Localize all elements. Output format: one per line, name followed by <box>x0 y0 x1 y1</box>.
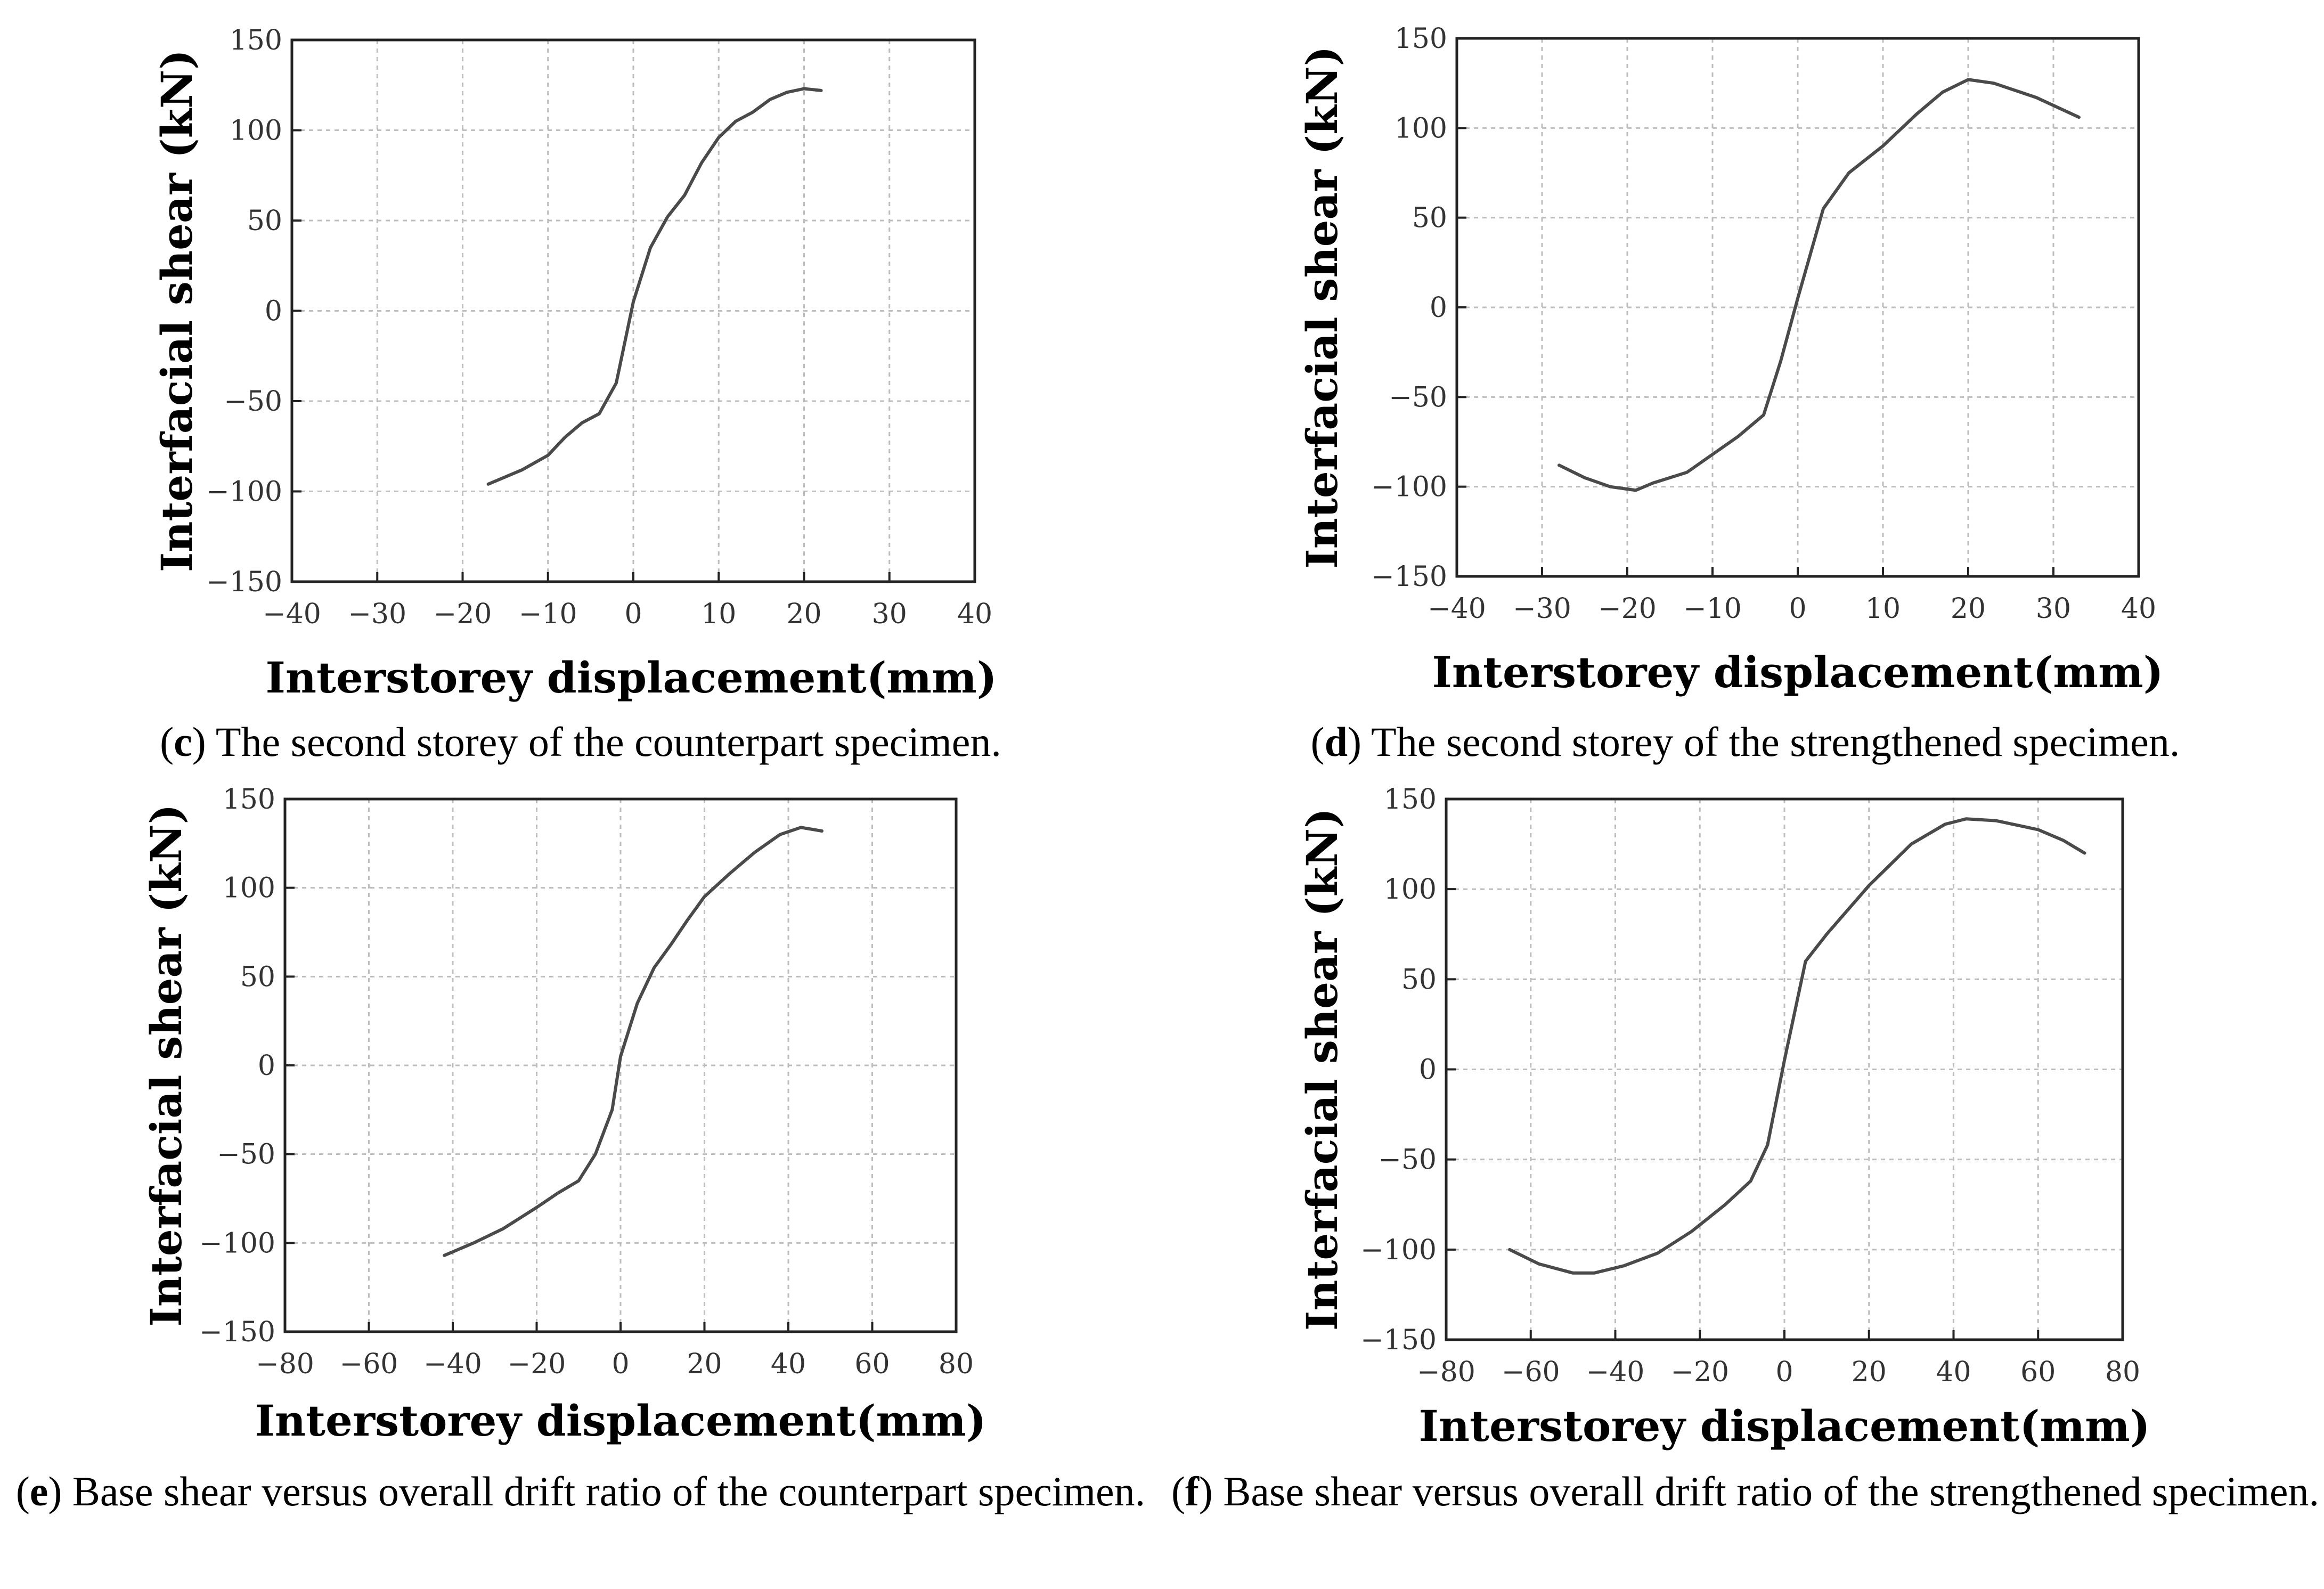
y-tick-label: 150 <box>1384 784 1437 816</box>
x-tick-label: 60 <box>854 1348 890 1380</box>
x-axis-label: Interstorey displacement(mm) <box>1432 647 2163 697</box>
x-tick-label: −30 <box>348 598 406 630</box>
series-line-curve <box>443 826 823 1257</box>
y-tick-label: −100 <box>199 1227 275 1259</box>
x-tick-label: 30 <box>872 598 907 630</box>
y-tick-label: 100 <box>1384 874 1437 906</box>
y-tick-label: 0 <box>1419 1054 1437 1086</box>
y-tick-label: −100 <box>1371 471 1447 503</box>
x-tick-label: 30 <box>2036 593 2071 625</box>
x-tick-label: 80 <box>2105 1356 2140 1388</box>
x-tick-label: 60 <box>2020 1356 2056 1388</box>
x-tick-label: −30 <box>1513 593 1571 625</box>
y-tick-label: 50 <box>240 961 275 993</box>
x-tick-label: −40 <box>1428 593 1486 625</box>
x-tick-label: 0 <box>611 1348 629 1380</box>
caption-c-text: The second storey of the counterpart spe… <box>215 719 1001 765</box>
x-tick-label: 40 <box>957 598 992 630</box>
x-tick-label: −60 <box>340 1348 398 1380</box>
x-tick-label: −40 <box>263 598 321 630</box>
y-tick-label: 50 <box>247 205 282 237</box>
x-tick-label: 20 <box>786 598 821 630</box>
x-axis-label: Interstorey displacement(mm) <box>1418 1401 2150 1451</box>
y-tick-label: 150 <box>230 25 282 56</box>
y-tick-label: 50 <box>1412 202 1447 234</box>
x-tick-label: −10 <box>519 598 577 630</box>
y-tick-label: −100 <box>1360 1234 1437 1266</box>
caption-d-text: The second storey of the strengthened sp… <box>1371 719 2180 765</box>
y-tick-label: 0 <box>1430 292 1447 324</box>
x-tick-label: 0 <box>1789 593 1806 625</box>
x-tick-label: −10 <box>1683 593 1742 625</box>
x-tick-label: −20 <box>434 598 492 630</box>
x-tick-label: −20 <box>1598 593 1657 625</box>
caption-e: e Base shear versus overall drift ratio … <box>11 1462 1151 1521</box>
series-line-curve <box>1558 78 2081 492</box>
x-tick-label: −80 <box>256 1348 314 1380</box>
x-axis-label: Interstorey displacement(mm) <box>265 653 997 703</box>
series-line-curve <box>486 87 823 486</box>
y-tick-label: 100 <box>223 873 275 904</box>
x-tick-label: −80 <box>1417 1356 1475 1388</box>
x-tick-label: −60 <box>1502 1356 1560 1388</box>
series-line-curve <box>1508 817 2086 1275</box>
y-tick-label: 150 <box>1395 23 1447 55</box>
y-tick-label: 150 <box>223 784 275 816</box>
y-tick-label: −150 <box>206 566 282 598</box>
x-tick-label: −20 <box>1670 1356 1729 1388</box>
caption-f-letter: f <box>1171 1468 1213 1514</box>
chart-panel-e: −80 −60 −40 −20 0 20 40 60 80 −150 −100 −50 0 50 100 15… <box>141 784 986 1446</box>
x-tick-label: 40 <box>771 1348 806 1380</box>
x-tick-label: 0 <box>1775 1356 1793 1388</box>
caption-d: d The second storey of the strengthened … <box>1167 713 2324 771</box>
chart-panel-d: −40 −30 −20 −10 0 10 20 30 40−150−100−5005010015… <box>1297 23 2164 697</box>
caption-c: c The second storey of the counterpart s… <box>0 713 1161 771</box>
caption-d-letter: d <box>1311 719 1361 765</box>
x-tick-label: 10 <box>1865 593 1901 625</box>
x-tick-label: −40 <box>1586 1356 1645 1388</box>
y-axis-label: Interfacial shear (kN) <box>1297 46 1347 568</box>
y-tick-label: 100 <box>230 115 282 147</box>
y-axis-label: Interfacial shear (kN) <box>1297 808 1347 1331</box>
x-tick-label: 20 <box>1951 593 1986 625</box>
x-tick-label: 10 <box>701 598 736 630</box>
x-tick-label: −40 <box>423 1348 482 1380</box>
x-tick-label: 80 <box>939 1348 974 1380</box>
x-tick-label: 20 <box>1852 1356 1887 1388</box>
y-tick-label: 0 <box>265 296 282 328</box>
x-tick-label: −20 <box>508 1348 566 1380</box>
y-axis-label: Interfacial shear (kN) <box>141 804 191 1326</box>
caption-f-text: Base shear versus overall drift ratio of… <box>1223 1468 2320 1514</box>
chart-panel-c: −40 −30 −20 −10 0 10 20 30 40−150−100−5005010015… <box>152 25 997 703</box>
caption-f: f Base shear versus overall drift ratio … <box>1167 1462 2324 1521</box>
y-tick-label: −150 <box>199 1316 275 1348</box>
y-tick-label: 50 <box>1401 964 1437 996</box>
caption-c-letter: c <box>160 719 206 765</box>
y-tick-label: 0 <box>258 1050 275 1082</box>
y-tick-label: 100 <box>1395 112 1447 144</box>
chart-panel-f: −80 −60 −40 −20 0 20 40 60 80 −150 −100 −50 0 50 100 15… <box>1297 784 2150 1451</box>
y-axis-label: Interfacial shear (kN) <box>152 50 202 572</box>
y-tick-label: −150 <box>1371 561 1447 593</box>
y-tick-label: −50 <box>1378 1144 1437 1176</box>
y-tick-label: −50 <box>1389 381 1447 413</box>
y-tick-label: −50 <box>224 386 282 418</box>
x-tick-label: 20 <box>687 1348 722 1380</box>
y-tick-label: −150 <box>1360 1324 1437 1356</box>
x-axis-label: Interstorey displacement(mm) <box>255 1396 986 1446</box>
caption-e-letter: e <box>16 1468 62 1514</box>
y-tick-label: −50 <box>217 1139 275 1171</box>
y-tick-label: −100 <box>206 476 282 508</box>
x-tick-label: 40 <box>1936 1356 1971 1388</box>
x-tick-label: 40 <box>2121 593 2156 625</box>
caption-e-text: Base shear versus overall drift ratio of… <box>72 1468 1146 1514</box>
x-tick-label: 0 <box>624 598 642 630</box>
